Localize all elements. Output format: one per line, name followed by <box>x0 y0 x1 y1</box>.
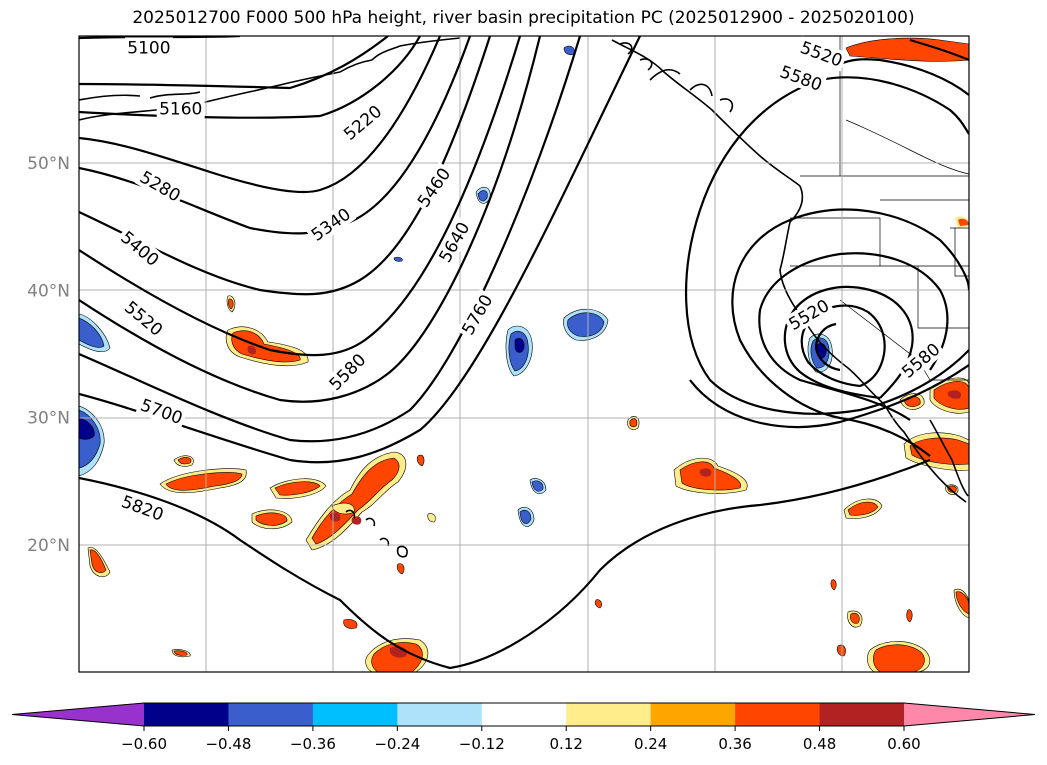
colorbar-over-extension <box>904 703 1035 726</box>
lat-tick-label: 20°N <box>27 536 70 556</box>
contour-label: 5160 <box>156 98 205 120</box>
colorbar-tick-label: −0.48 <box>205 735 251 753</box>
contour-label-text: 5160 <box>159 100 202 120</box>
lat-tick-label: 40°N <box>27 281 70 301</box>
contour-label: 5100 <box>124 37 173 58</box>
colorbar-under-extension <box>12 703 144 726</box>
colorbar-swatch <box>397 703 483 726</box>
colorbar-swatch <box>819 703 905 726</box>
colorbar-tick-label: −0.60 <box>121 735 167 753</box>
colorbar-tick-label: −0.36 <box>290 735 336 753</box>
lat-tick-label: 30°N <box>27 409 70 429</box>
precip-positive-areas <box>87 37 969 672</box>
height-contours <box>79 36 969 670</box>
colorbar-swatch <box>650 703 736 726</box>
precip-negative-areas <box>79 45 833 527</box>
colorbar-swatch <box>228 703 314 726</box>
map-title: 2025012700 F000 500 hPa height, river ba… <box>132 8 915 28</box>
colorbar-swatch <box>566 703 652 726</box>
colorbar-tick-label: 0.24 <box>634 735 667 753</box>
contour-label-text: 5100 <box>127 38 170 58</box>
colorbar-tick-label: −0.24 <box>374 735 420 753</box>
colorbar-swatch <box>481 703 567 726</box>
colorbar-swatch <box>735 703 821 726</box>
lat-tick-label: 50°N <box>27 154 70 174</box>
colorbar-tick-label: 0.12 <box>550 735 583 753</box>
coastlines <box>79 37 969 558</box>
colorbar-tick-label: −0.12 <box>459 735 505 753</box>
latitude-tick-labels: 50°N 40°N 30°N 20°N <box>27 154 70 556</box>
colorbar-tick-label: 0.48 <box>803 735 836 753</box>
colorbar-tick-label: 0.36 <box>718 735 751 753</box>
colorbar-outline <box>11 702 1036 727</box>
map-frame <box>78 35 970 673</box>
colorbar-tick-label: 0.60 <box>887 735 920 753</box>
colorbar-swatch <box>312 703 398 726</box>
colorbar-swatch <box>144 703 229 726</box>
